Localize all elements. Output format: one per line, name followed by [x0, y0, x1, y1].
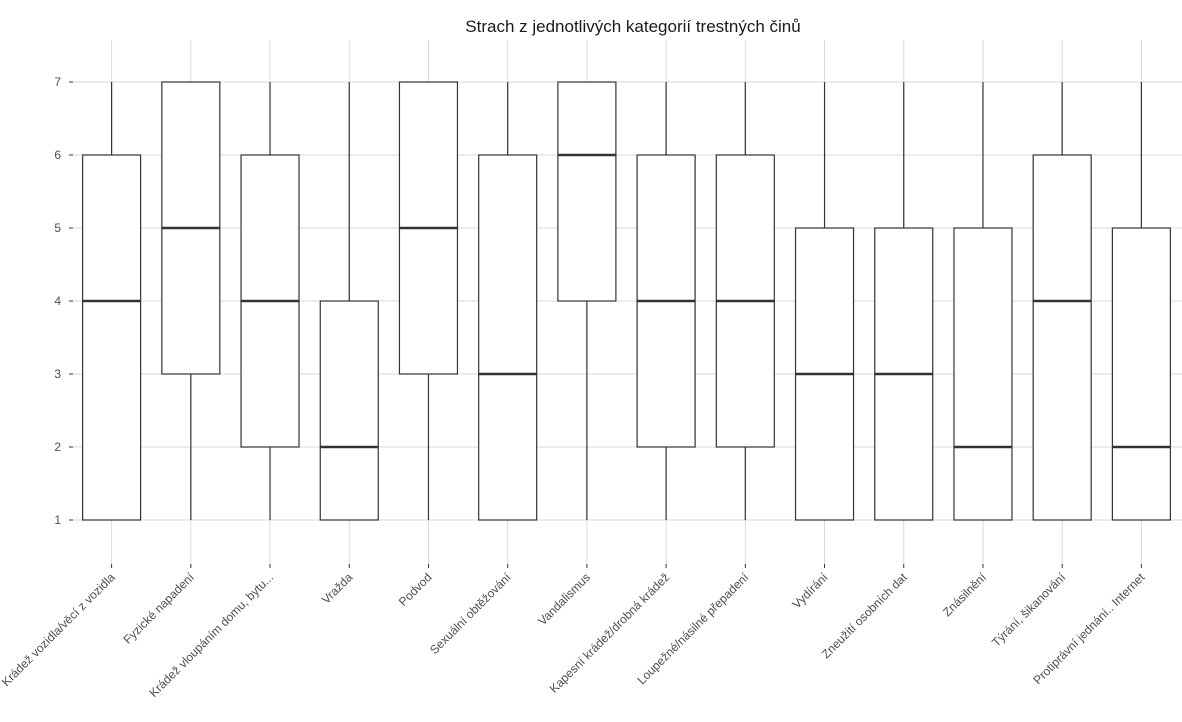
- y-tick-label: 2: [54, 440, 61, 454]
- x-tick-label: Sexuální obtěžování: [427, 570, 514, 657]
- y-axis: 1 2 3 4 5 6 7: [54, 75, 73, 527]
- iqr-box: [319, 300, 379, 521]
- iqr-box: [82, 154, 142, 521]
- chart-title: Strach z jednotlivých kategorií trestnýc…: [465, 17, 800, 36]
- x-tick-label: Krádež vozidla/věcí z vozidla: [0, 570, 118, 689]
- box-7: [557, 81, 617, 520]
- box-6: [478, 82, 538, 521]
- grid: [73, 40, 1182, 564]
- box-11: [874, 82, 934, 521]
- box-1: [82, 82, 142, 521]
- box-2: [161, 81, 221, 520]
- iqr-box: [1111, 227, 1171, 521]
- x-tick-label: Krádež vloupáním domu, bytu...: [146, 570, 276, 700]
- x-tick-label: Fyzické napadení: [121, 570, 198, 647]
- x-tick-label: Týrání, šikanování: [989, 570, 1069, 650]
- x-tick-label: Znásilnění: [940, 570, 990, 620]
- box-9: [715, 82, 775, 520]
- x-tick-label: Vražda: [319, 570, 356, 607]
- y-tick-label: 1: [54, 513, 61, 527]
- x-tick-label: Vydírání: [789, 570, 831, 612]
- box-10: [794, 82, 855, 521]
- box-3: [240, 82, 300, 520]
- box-12: [953, 82, 1013, 521]
- box-5: [398, 81, 459, 520]
- x-tick-label: Vandalismus: [535, 570, 593, 628]
- iqr-box: [557, 81, 617, 302]
- x-axis: Krádež vozidla/věcí z vozidla Fyzické nap…: [0, 564, 1148, 700]
- box-4: [319, 82, 379, 521]
- y-tick-label: 3: [54, 367, 61, 381]
- y-tick-label: 4: [54, 294, 61, 308]
- y-tick-label: 5: [54, 221, 61, 235]
- x-tick-label: Podvod: [396, 570, 435, 609]
- x-tick-label: Zneužití osobních dat: [819, 570, 911, 662]
- iqr-box: [953, 227, 1013, 521]
- y-tick-label: 7: [54, 75, 61, 89]
- iqr-box: [1032, 154, 1092, 521]
- box-8: [636, 82, 696, 520]
- box-14: [1111, 82, 1171, 521]
- box-13: [1032, 82, 1092, 521]
- boxes: [82, 81, 1171, 521]
- iqr-box: [478, 154, 538, 521]
- y-tick-label: 6: [54, 148, 61, 162]
